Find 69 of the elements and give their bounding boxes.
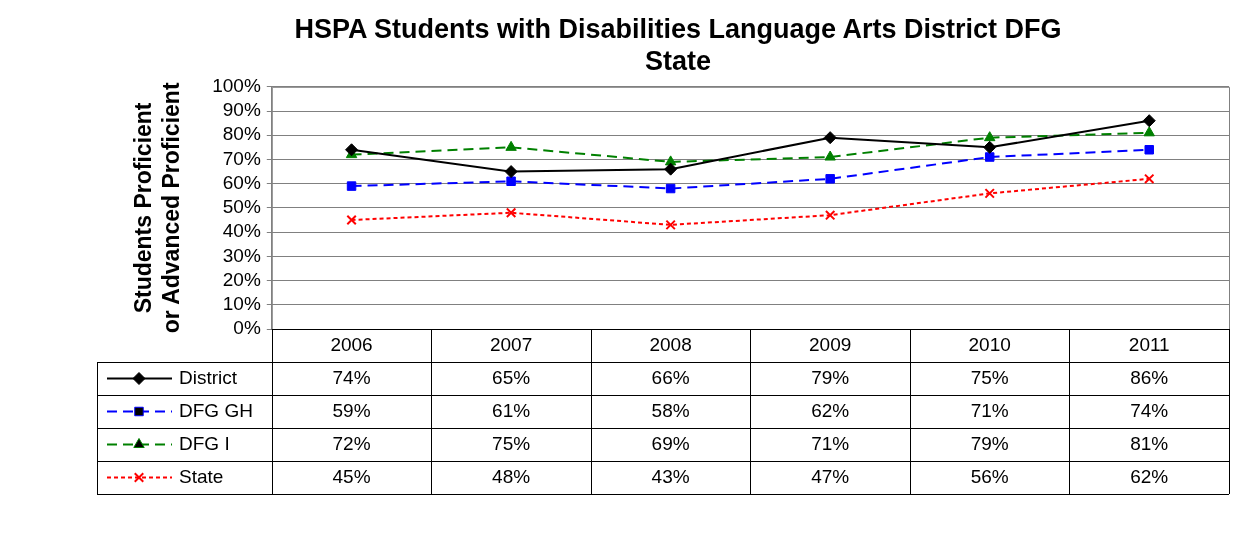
data-label: 71%: [970, 399, 1009, 421]
data-label: 86%: [1130, 366, 1169, 388]
x-tick-label: 2011: [1128, 333, 1170, 355]
data-label: 74%: [1130, 399, 1169, 421]
y-tick-label: 90%: [222, 99, 261, 121]
data-label: 79%: [970, 432, 1009, 454]
legend-label: State: [179, 465, 224, 487]
y-tick-label: 50%: [222, 196, 261, 218]
y-tick-label: 10%: [222, 293, 261, 315]
data-label: 72%: [332, 432, 371, 454]
data-label: 59%: [332, 399, 371, 421]
x-tick-label: 2008: [649, 333, 692, 355]
y-tick-label: 20%: [222, 268, 261, 290]
point: [1143, 126, 1155, 137]
data-label: 75%: [970, 366, 1009, 388]
y-tick-label: 100%: [212, 75, 261, 97]
point: [665, 183, 676, 194]
x-tick-label: 2007: [489, 333, 533, 355]
point: [824, 209, 836, 221]
data-label: 69%: [651, 432, 690, 454]
point: [664, 162, 678, 176]
data-label: 62%: [811, 399, 850, 421]
legend-label: District: [179, 366, 238, 388]
data-label: 66%: [651, 366, 690, 388]
point: [346, 181, 357, 191]
data-label: 47%: [811, 465, 850, 487]
point: [984, 188, 995, 199]
point: [665, 219, 676, 231]
data-label: 81%: [1130, 432, 1169, 454]
point: [984, 152, 995, 162]
data-label: 74%: [332, 366, 371, 388]
data-label: 71%: [811, 432, 850, 454]
point: [505, 207, 517, 218]
data-label: 43%: [651, 465, 690, 487]
point: [345, 143, 359, 157]
data-label: 75%: [492, 432, 531, 454]
point: [505, 140, 517, 151]
data-label: 79%: [811, 366, 850, 388]
y-tick-label: 30%: [222, 244, 261, 266]
data-label: 48%: [492, 465, 531, 487]
point: [824, 150, 836, 161]
point: [1143, 173, 1155, 185]
data-label: 56%: [970, 465, 1009, 487]
point: [506, 176, 516, 186]
point: [823, 131, 837, 145]
y-tick-label: 0%: [233, 317, 261, 339]
point: [984, 131, 996, 142]
data-label: 62%: [1130, 465, 1169, 487]
x-tick-label: 2010: [968, 333, 1011, 355]
legend-label: DFG I: [179, 432, 230, 454]
data-label: 45%: [332, 465, 371, 487]
x-tick-label: 2009: [809, 333, 852, 355]
point: [1142, 114, 1156, 128]
point: [504, 165, 518, 179]
point: [346, 214, 357, 226]
y-tick-label: 80%: [222, 123, 261, 145]
data-label: 58%: [651, 399, 690, 421]
point: [825, 174, 835, 184]
legend-label: DFG GH: [179, 399, 253, 421]
chart-title: HSPA Students with Disabilities Language Arts District DFG State: [294, 13, 1062, 77]
data-label: 65%: [492, 366, 531, 388]
data-label: 61%: [492, 399, 531, 421]
y-tick-label: 60%: [222, 171, 261, 193]
y-axis-title: Students Proficient or Advanced Proficient: [130, 82, 184, 334]
point: [1144, 145, 1154, 155]
y-tick-label: 40%: [222, 220, 261, 242]
y-tick-label: 70%: [222, 147, 261, 169]
x-tick-label: 2006: [330, 333, 373, 355]
point: [983, 140, 997, 154]
